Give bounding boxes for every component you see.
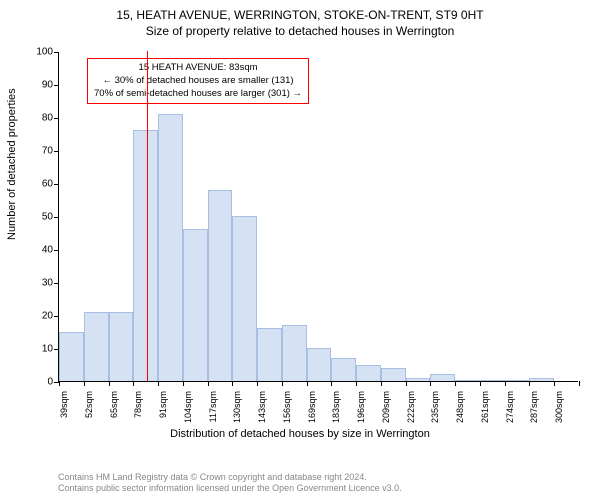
x-tick-mark — [331, 381, 332, 386]
y-tick-mark — [54, 52, 59, 53]
y-tick-label: 40 — [27, 245, 53, 256]
histogram-bar — [109, 312, 134, 381]
annotation-box: 15 HEATH AVENUE: 83sqm ← 30% of detached… — [87, 58, 309, 104]
credits-line-1: Contains HM Land Registry data © Crown c… — [58, 472, 402, 483]
x-tick-label: 248sqm — [455, 391, 465, 431]
annotation-line-3: 70% of semi-detached houses are larger (… — [94, 88, 302, 101]
x-tick-label: 222sqm — [406, 391, 416, 431]
histogram-bar — [529, 378, 554, 381]
x-tick-label: 156sqm — [282, 391, 292, 431]
y-tick-label: 10 — [27, 344, 53, 355]
x-tick-label: 104sqm — [183, 391, 193, 431]
x-tick-label: 196sqm — [356, 391, 366, 431]
histogram-bar — [406, 378, 431, 381]
x-tick-mark — [455, 381, 456, 386]
x-tick-mark — [307, 381, 308, 386]
histogram-chart: 15 HEATH AVENUE: 83sqm ← 30% of detached… — [58, 52, 578, 382]
y-axis-label: Number of detached properties — [6, 88, 18, 240]
y-tick-mark — [54, 283, 59, 284]
x-tick-label: 261sqm — [480, 391, 490, 431]
x-tick-mark — [579, 381, 580, 386]
y-tick-mark — [54, 250, 59, 251]
histogram-bar — [307, 348, 332, 381]
histogram-bar — [133, 130, 158, 381]
histogram-bar — [381, 368, 406, 381]
x-tick-mark — [430, 381, 431, 386]
histogram-bar — [232, 216, 257, 381]
histogram-bar — [430, 374, 455, 381]
y-tick-mark — [54, 118, 59, 119]
histogram-bar — [282, 325, 307, 381]
page-title: 15, HEATH AVENUE, WERRINGTON, STOKE-ON-T… — [0, 0, 600, 22]
annotation-line-2: ← 30% of detached houses are smaller (13… — [94, 75, 302, 88]
x-tick-label: 300sqm — [554, 391, 564, 431]
histogram-bar — [331, 358, 356, 381]
histogram-bar — [183, 229, 208, 381]
x-tick-mark — [158, 381, 159, 386]
y-tick-label: 20 — [27, 311, 53, 322]
x-tick-label: 209sqm — [381, 391, 391, 431]
x-tick-mark — [480, 381, 481, 386]
x-tick-mark — [257, 381, 258, 386]
x-tick-mark — [554, 381, 555, 386]
y-tick-mark — [54, 151, 59, 152]
annotation-line-1: 15 HEATH AVENUE: 83sqm — [94, 62, 302, 75]
x-axis-label: Distribution of detached houses by size … — [0, 428, 600, 440]
y-tick-mark — [54, 184, 59, 185]
y-tick-mark — [54, 217, 59, 218]
y-tick-label: 50 — [27, 212, 53, 223]
marker-line — [147, 51, 148, 381]
x-tick-mark — [406, 381, 407, 386]
x-tick-label: 78sqm — [133, 391, 143, 431]
y-tick-label: 100 — [27, 47, 53, 58]
x-tick-mark — [232, 381, 233, 386]
x-tick-label: 52sqm — [84, 391, 94, 431]
x-tick-label: 183sqm — [331, 391, 341, 431]
histogram-bar — [480, 380, 505, 381]
x-tick-label: 65sqm — [109, 391, 119, 431]
credits-text: Contains HM Land Registry data © Crown c… — [58, 472, 402, 495]
page-subtitle: Size of property relative to detached ho… — [0, 22, 600, 38]
x-tick-mark — [356, 381, 357, 386]
credits-line-2: Contains public sector information licen… — [58, 483, 402, 494]
x-tick-label: 91sqm — [158, 391, 168, 431]
x-tick-label: 130sqm — [232, 391, 242, 431]
x-tick-mark — [84, 381, 85, 386]
x-tick-mark — [59, 381, 60, 386]
x-tick-label: 39sqm — [59, 391, 69, 431]
x-tick-label: 274sqm — [505, 391, 515, 431]
x-tick-mark — [183, 381, 184, 386]
x-tick-label: 235sqm — [430, 391, 440, 431]
x-tick-mark — [109, 381, 110, 386]
x-tick-mark — [505, 381, 506, 386]
histogram-bar — [455, 380, 480, 381]
x-tick-label: 117sqm — [208, 391, 218, 431]
y-tick-mark — [54, 316, 59, 317]
x-tick-mark — [381, 381, 382, 386]
y-tick-label: 70 — [27, 146, 53, 157]
histogram-bar — [59, 332, 84, 382]
x-tick-mark — [529, 381, 530, 386]
histogram-bar — [158, 114, 183, 381]
x-tick-mark — [282, 381, 283, 386]
y-tick-label: 0 — [27, 377, 53, 388]
y-tick-label: 30 — [27, 278, 53, 289]
histogram-bar — [208, 190, 233, 381]
x-tick-label: 143sqm — [257, 391, 267, 431]
histogram-bar — [505, 380, 530, 381]
y-tick-label: 80 — [27, 113, 53, 124]
y-tick-label: 90 — [27, 80, 53, 91]
x-tick-label: 287sqm — [529, 391, 539, 431]
x-tick-label: 169sqm — [307, 391, 317, 431]
histogram-bar — [257, 328, 282, 381]
histogram-bar — [356, 365, 381, 382]
y-tick-mark — [54, 85, 59, 86]
y-tick-label: 60 — [27, 179, 53, 190]
histogram-bar — [84, 312, 109, 381]
x-tick-mark — [133, 381, 134, 386]
x-tick-mark — [208, 381, 209, 386]
